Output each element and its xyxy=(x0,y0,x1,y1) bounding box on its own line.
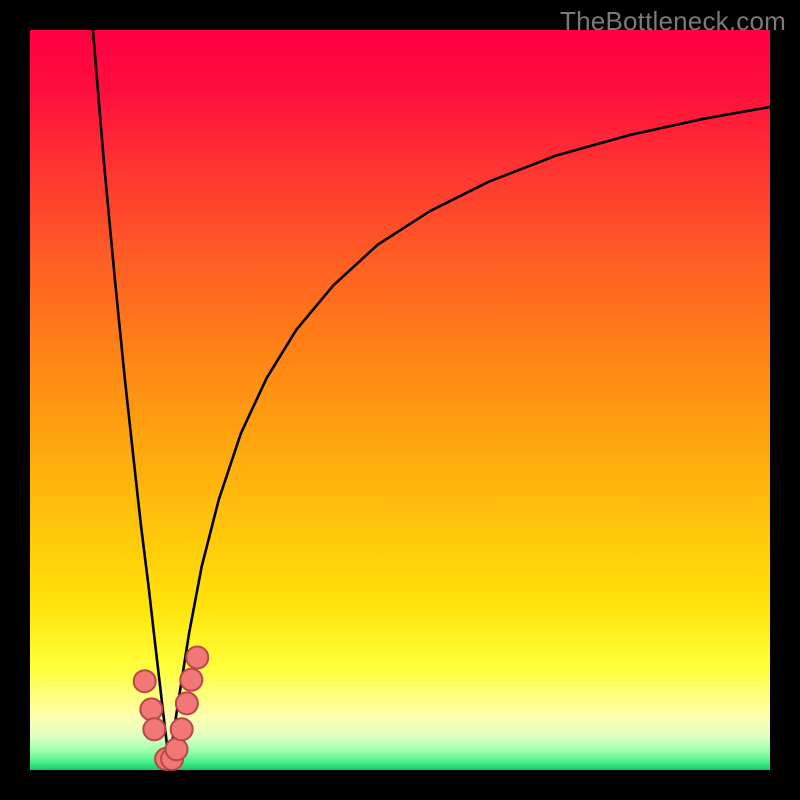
curve-marker xyxy=(166,738,188,760)
plot-gradient-background xyxy=(30,30,770,770)
curve-marker xyxy=(176,692,198,714)
curve-marker xyxy=(171,718,193,740)
curve-marker xyxy=(134,670,156,692)
curve-marker xyxy=(140,698,162,720)
curve-marker xyxy=(186,647,208,669)
chart-root: TheBottleneck.com xyxy=(0,0,800,800)
watermark-text: TheBottleneck.com xyxy=(560,6,786,37)
curve-marker xyxy=(180,669,202,691)
chart-svg xyxy=(0,0,800,800)
curve-marker xyxy=(143,718,165,740)
